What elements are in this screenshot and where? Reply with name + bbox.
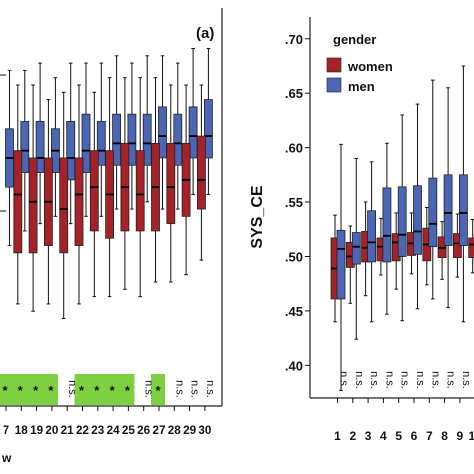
panel-a-men-27-box xyxy=(158,106,167,159)
panel-b-men-7-box xyxy=(428,177,438,248)
panel-a-sig-ns-29: n.s. xyxy=(189,380,201,398)
panel-a-sig-star-18: * xyxy=(18,383,24,398)
panel-a-men-25-box xyxy=(127,113,137,166)
panel-a-xtick-label-30: 30 xyxy=(198,425,211,437)
panel-a-xtick-label-24: 24 xyxy=(107,425,121,437)
panel-a-women-30-box xyxy=(196,135,206,210)
panel-b-xtick-label-2: 2 xyxy=(349,429,356,443)
panel-a-sig-ns-21: n.s. xyxy=(66,380,78,398)
legend-label-men: men xyxy=(348,79,375,94)
panel-a-sig-star-27: * xyxy=(155,383,161,398)
panel-b-men-2-box xyxy=(351,232,361,265)
panel-a-sig-star-22: * xyxy=(79,383,85,398)
panel-b-sig-ns-3: n.s. xyxy=(368,371,380,389)
panel-b-ytick-label-0: .40 xyxy=(285,358,303,373)
legend-swatch-women xyxy=(326,57,342,73)
panel-a-xtick-label-26: 26 xyxy=(137,425,150,437)
panel-a-men-29-box xyxy=(188,106,198,159)
panel-a-men-30-box xyxy=(203,99,213,159)
panel-b-xtick-label-5: 5 xyxy=(395,429,402,443)
panel-a-xtick-label-27: 27 xyxy=(153,425,166,437)
panel-b-men-6-box xyxy=(413,185,422,255)
panel-a-label: (a) xyxy=(196,25,214,42)
panel-b-men-1-box xyxy=(336,229,346,300)
panel-a-xtick-label-18: 18 xyxy=(15,425,29,437)
panel-a-sig-star-20: * xyxy=(48,383,54,398)
panel-a-women-18-box xyxy=(13,150,23,254)
panel-a-xtick-label-28: 28 xyxy=(168,425,182,437)
panel-a-sig-star-25: * xyxy=(125,383,131,398)
panel-b-men-9-box xyxy=(458,174,468,246)
panel-b-xtick-label-1: 1 xyxy=(334,429,341,443)
panel-b-xtick-label-3: 3 xyxy=(365,429,372,443)
panel-a-sig-star-23: * xyxy=(94,383,100,398)
panel-b-sig-ns-6: n.s. xyxy=(414,371,426,389)
panel-a-significance-band-4 xyxy=(151,374,165,405)
panel-b-ytick-label-3: .55 xyxy=(285,195,303,210)
panel-a-xtick-label-25: 25 xyxy=(122,425,136,437)
panel-a-men-26-box xyxy=(142,113,152,166)
panel-a-women-21-box xyxy=(59,157,69,254)
panel-a-women-28-box xyxy=(166,142,176,225)
panel-b-xtick-label-10: 10 xyxy=(469,429,474,443)
panel-a-significance-band-2 xyxy=(74,374,135,405)
panel-a-xtick-label-23: 23 xyxy=(91,425,104,437)
panel-b-sig-ns-2: n.s. xyxy=(353,371,365,389)
panel-b-xtick-label-6: 6 xyxy=(411,429,418,443)
panel-b-sig-ns-5: n.s. xyxy=(399,371,411,389)
panel-a-women-22-box xyxy=(74,157,84,246)
panel-a: (a)* * * * n.s. * * * * n.s. * n.s. n.s. n.s.7 18 19 20 2… xyxy=(0,8,223,465)
panel-a-xtick-label-20: 20 xyxy=(45,425,58,437)
panel-b-ytick-label-5: .65 xyxy=(285,86,303,101)
panel-b-ytick-label-6: .70 xyxy=(285,32,303,47)
panel-b-sig-ns-8: n.s. xyxy=(445,371,457,389)
panel-a-sig-star-17: * xyxy=(2,383,8,398)
legend-swatch-men xyxy=(326,77,342,93)
panel-a-xtick-label-21: 21 xyxy=(61,425,75,437)
panel-a-sig-ns-28: n.s. xyxy=(173,380,185,398)
panel-a-significance-band-0 xyxy=(0,374,58,405)
panel-b-sig-ns-1: n.s. xyxy=(338,371,350,389)
panel-b-sig-ns-9: n.s. xyxy=(460,371,472,389)
panel-a-men-18-box xyxy=(20,121,30,173)
panel-b-ytick-label-4: .60 xyxy=(285,141,303,156)
panel-a-sig-star-19: * xyxy=(33,383,39,398)
legend-label-women: women xyxy=(347,59,393,74)
panel-b-men-5-box xyxy=(397,186,407,257)
panel-a-xlabel-fragment: w xyxy=(1,451,12,465)
panel-b-women-10-box xyxy=(468,237,474,258)
panel-a-men-22-box xyxy=(81,113,91,173)
panel-b-ytick-label-1: .45 xyxy=(285,304,303,319)
panel-a-men-24-box xyxy=(112,113,121,166)
panel-b-men-8-box xyxy=(443,174,453,246)
panel-a-xtick-label-29: 29 xyxy=(183,425,196,437)
panel-a-men-21-box xyxy=(66,121,76,181)
panel-a-xtick-label-22: 22 xyxy=(76,425,89,437)
panel-b-xtick-label-9: 9 xyxy=(457,429,464,443)
panel-b-y-axis-label: SYS_CE xyxy=(249,185,266,248)
panel-b-men-4-box xyxy=(382,187,392,263)
panel-b-sig-ns-4: n.s. xyxy=(383,371,395,389)
panel-b-xtick-label-7: 7 xyxy=(426,429,433,443)
panel-a-sig-ns-30: n.s. xyxy=(204,380,216,398)
panel-b-sig-ns-7: n.s. xyxy=(429,371,441,389)
panel-b-legend: gender women men xyxy=(326,32,393,94)
panel-a-xtick-label-19: 19 xyxy=(30,425,43,437)
panel-a-men-19-box xyxy=(35,121,45,173)
panel-b-xtick-label-4: 4 xyxy=(380,429,387,443)
panel-a-men-23-box xyxy=(96,121,106,166)
panel-a-women-23-box xyxy=(89,150,99,232)
panel-a-sig-ns-26: n.s. xyxy=(143,380,155,398)
panel-b-xtick-label-8: 8 xyxy=(441,429,448,443)
panel-a-sig-star-24: * xyxy=(110,383,116,398)
panel-a-women-26-box xyxy=(135,150,145,232)
panel-a-men-28-box xyxy=(173,113,183,166)
panel-a-xtick-label-7: 7 xyxy=(3,425,9,437)
panel-a-women-19-box xyxy=(28,157,38,254)
legend-title: gender xyxy=(333,32,376,47)
panel-b-ytick-label-2: .50 xyxy=(285,249,303,264)
panel-b-men-3-box xyxy=(367,210,377,263)
